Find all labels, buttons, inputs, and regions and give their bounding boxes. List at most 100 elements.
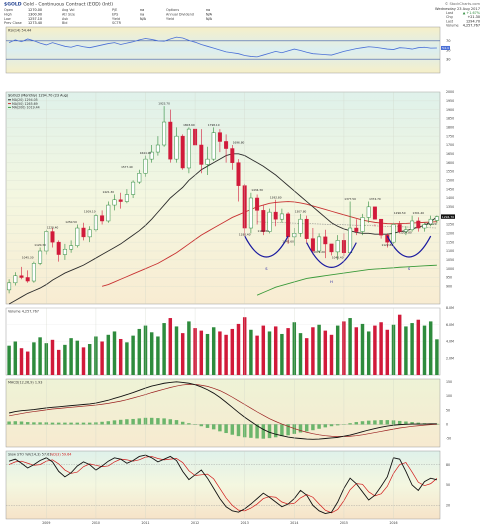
rsi-background <box>5 26 441 74</box>
volume-tick-label: 4.0M <box>446 340 454 344</box>
price-annotation: 1374.70 <box>369 197 381 201</box>
volume-bar <box>168 318 173 375</box>
macd-background <box>5 378 441 448</box>
stat-label: Last <box>446 19 454 23</box>
price-annotation: 1071.20 <box>313 250 325 254</box>
volume-bar <box>81 347 86 375</box>
pattern-arc <box>306 242 357 268</box>
macd-histogram-bar <box>397 420 402 425</box>
candle-body <box>248 197 253 229</box>
ma200-line <box>256 264 437 296</box>
volume-bar <box>112 331 117 375</box>
stochastic-panel: 80 50 20 Slow STO %K(14,3) 57.61%D(3) 59.64 <box>5 450 450 520</box>
volume-bar <box>317 324 321 375</box>
ma-legend: MA(50) 1265.69 <box>12 102 38 106</box>
price-annotation: 1250.50 <box>65 220 77 224</box>
macd-histogram-bar <box>50 422 55 425</box>
candle-body <box>354 227 359 232</box>
volume-bar <box>75 340 80 375</box>
macd-histogram-bar <box>230 424 235 435</box>
x-tick-label: 2015 <box>340 521 348 525</box>
macd-histogram-bar <box>174 420 179 425</box>
price-tick-label: 1350 <box>446 205 454 209</box>
pattern-arc <box>386 235 432 258</box>
macd-histogram-bar <box>75 422 80 425</box>
macd-histogram-bar <box>13 421 18 425</box>
volume-bar <box>13 341 18 375</box>
macd-histogram-bar <box>125 419 129 425</box>
candle-body <box>217 132 222 142</box>
candle-body <box>7 282 12 291</box>
volume-bar <box>187 321 191 375</box>
volume-bar <box>180 333 185 375</box>
volume-bar <box>118 338 123 375</box>
volume-bar <box>273 326 278 375</box>
stat-label: Avg Vol <box>62 8 74 12</box>
volume-panel: 2.0M 4.0M 6.0M 8.0M Volume 4,257,767 <box>5 306 454 376</box>
candle-body <box>224 141 229 149</box>
macd-histogram-bar <box>379 420 383 425</box>
stat-label: Yield <box>112 17 120 21</box>
candle-body <box>230 148 235 163</box>
candle-body <box>372 206 377 220</box>
candle-body <box>310 238 315 252</box>
price-tick-label: 2000 <box>446 90 454 94</box>
stat-label: Annual Dividend <box>166 12 194 16</box>
price-annotation: 1244.20 <box>425 222 437 226</box>
volume-legend: Volume 4,257,767 <box>8 310 39 314</box>
macd-histogram-bar <box>137 418 142 425</box>
price-annotation: 1577.40 <box>121 165 133 169</box>
price-tick-label: 1100 <box>446 249 454 253</box>
volume-bar <box>174 326 179 375</box>
volume-bar <box>205 333 210 375</box>
price-annotation: 1309.10 <box>84 209 96 213</box>
stat-label: Ask <box>62 17 68 21</box>
stat-label: Chg <box>446 15 453 19</box>
stat-value: N/A <box>206 17 213 21</box>
volume-bar <box>286 328 290 375</box>
price-tick-label: 1800 <box>446 126 454 130</box>
volume-bar <box>261 325 266 375</box>
volume-bar <box>38 337 42 375</box>
price-annotation: 1392.80 <box>270 195 282 199</box>
macd-histogram-bar <box>199 424 204 427</box>
macd-histogram-bar <box>410 422 414 425</box>
volume-bar <box>69 338 73 375</box>
macd-histogram-bar <box>385 420 390 425</box>
x-tick-label: 2012 <box>191 521 199 525</box>
volume-bar <box>249 329 253 375</box>
stat-label: High <box>4 12 12 16</box>
macd-histogram-bar <box>187 423 191 425</box>
volume-bar <box>211 327 216 375</box>
ma-legend: MA(20) 1294.05 <box>12 98 38 102</box>
volume-bar <box>230 328 235 375</box>
price-tick-label: 1700 <box>446 143 454 147</box>
macd-histogram-bar <box>267 424 272 439</box>
macd-histogram-bar <box>32 422 36 425</box>
pattern-label: S <box>265 267 268 271</box>
rsi-panel: 70 50 30 RSI(14) 54.44 54.4 <box>5 26 451 74</box>
candle-body <box>199 144 204 165</box>
macd-histogram-bar <box>354 422 359 425</box>
volume-bar <box>125 342 129 375</box>
price-tick-label: 1550 <box>446 170 454 174</box>
volume-bar <box>224 334 228 375</box>
macd-histogram-bar <box>416 422 421 425</box>
candle-body <box>162 121 167 146</box>
price-tick-label: 1650 <box>446 152 454 156</box>
macd-histogram-bar <box>286 424 290 436</box>
macd-histogram-bar <box>7 421 11 425</box>
price-annotation: 1204.80 <box>400 231 412 235</box>
price-tick-label: 1200 <box>446 232 454 236</box>
price-annotation: 1046.40 <box>332 255 344 259</box>
brand: © StockCharts.com <box>445 2 481 6</box>
macd-histogram-bar <box>298 424 303 433</box>
stat-label: Prev Close <box>4 21 22 25</box>
candle-body <box>174 135 179 160</box>
candle-body <box>298 218 303 234</box>
candle-body <box>323 236 328 245</box>
rsi-legend: RSI(14) 54.44 <box>8 29 31 33</box>
macd-histogram-bar <box>118 419 123 425</box>
macd-tick-label: 150 <box>446 380 452 384</box>
candle-body <box>329 243 334 253</box>
